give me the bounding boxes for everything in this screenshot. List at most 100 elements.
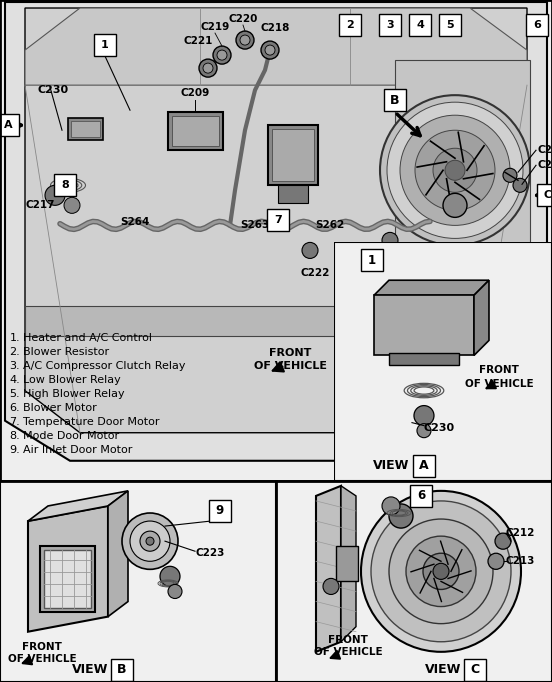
Text: 9.: 9. xyxy=(9,445,20,455)
Circle shape xyxy=(371,501,511,642)
Text: 1: 1 xyxy=(101,40,109,50)
Circle shape xyxy=(380,95,530,246)
Circle shape xyxy=(417,424,431,438)
Text: Blower Motor: Blower Motor xyxy=(23,402,97,413)
Text: OF VEHICLE: OF VEHICLE xyxy=(314,647,383,657)
Text: C212: C212 xyxy=(537,145,552,155)
Text: OF VEHICLE: OF VEHICLE xyxy=(8,654,76,664)
Bar xyxy=(409,14,431,36)
Text: C212: C212 xyxy=(506,528,535,538)
Bar xyxy=(410,485,432,507)
Circle shape xyxy=(240,35,250,45)
Text: FRONT: FRONT xyxy=(22,642,62,652)
Text: OF VEHICLE: OF VEHICLE xyxy=(465,379,533,389)
Text: B: B xyxy=(390,93,400,106)
Polygon shape xyxy=(28,506,108,632)
Circle shape xyxy=(389,519,493,623)
Text: VIEW: VIEW xyxy=(424,664,461,677)
Circle shape xyxy=(64,197,80,213)
Text: C222: C222 xyxy=(300,269,330,278)
Text: C235: C235 xyxy=(385,258,415,269)
Circle shape xyxy=(389,504,413,528)
Text: C230: C230 xyxy=(38,85,69,95)
Text: 1: 1 xyxy=(368,254,376,267)
Bar xyxy=(54,175,76,196)
Text: C230: C230 xyxy=(424,423,455,432)
Circle shape xyxy=(265,45,275,55)
Bar xyxy=(336,546,358,581)
Bar xyxy=(537,184,552,207)
Circle shape xyxy=(261,41,279,59)
Text: 8: 8 xyxy=(61,180,69,190)
Text: C213: C213 xyxy=(537,160,552,170)
Text: 5: 5 xyxy=(446,20,454,30)
Text: OF VEHICLE: OF VEHICLE xyxy=(253,361,326,370)
Circle shape xyxy=(445,160,465,180)
Circle shape xyxy=(382,233,398,248)
Text: B: B xyxy=(117,664,127,677)
Circle shape xyxy=(236,31,254,49)
Bar xyxy=(267,209,289,231)
Text: 9: 9 xyxy=(216,505,224,518)
Bar xyxy=(526,14,548,36)
Bar xyxy=(384,89,406,111)
Bar xyxy=(111,659,133,681)
Polygon shape xyxy=(25,8,527,432)
Bar xyxy=(413,455,435,477)
Text: FRONT: FRONT xyxy=(479,366,519,376)
Circle shape xyxy=(400,115,510,225)
Text: C221: C221 xyxy=(183,36,213,46)
Text: Blower Resistor: Blower Resistor xyxy=(23,346,109,357)
Text: S264: S264 xyxy=(120,218,150,227)
Circle shape xyxy=(140,531,160,551)
Polygon shape xyxy=(341,486,356,642)
Circle shape xyxy=(213,46,231,64)
Text: A: A xyxy=(419,459,429,472)
Bar xyxy=(40,546,95,612)
Text: Heater and A/C Control: Heater and A/C Control xyxy=(23,333,152,342)
Circle shape xyxy=(168,584,182,599)
Circle shape xyxy=(513,178,527,192)
Circle shape xyxy=(433,148,477,192)
Bar xyxy=(278,186,308,203)
Text: 8.: 8. xyxy=(9,431,20,441)
Bar xyxy=(94,34,116,56)
Circle shape xyxy=(323,578,339,595)
Bar xyxy=(268,125,318,186)
Circle shape xyxy=(302,242,318,258)
Circle shape xyxy=(146,537,154,545)
Text: C: C xyxy=(470,664,480,677)
Circle shape xyxy=(387,102,523,239)
Text: C209: C209 xyxy=(181,88,210,98)
Text: A: A xyxy=(4,120,12,130)
Text: A/C Compressor Clutch Relay: A/C Compressor Clutch Relay xyxy=(23,361,185,370)
Circle shape xyxy=(122,513,178,569)
Circle shape xyxy=(160,566,180,587)
Bar xyxy=(361,249,383,271)
Text: 6.: 6. xyxy=(9,402,20,413)
Polygon shape xyxy=(374,280,489,295)
Text: Temperature Door Motor: Temperature Door Motor xyxy=(23,417,160,427)
Circle shape xyxy=(45,186,65,205)
Text: 2.: 2. xyxy=(9,346,20,357)
Circle shape xyxy=(199,59,217,77)
Text: C223: C223 xyxy=(195,548,224,559)
Text: 1.: 1. xyxy=(9,333,20,342)
Circle shape xyxy=(423,553,459,589)
Text: 6: 6 xyxy=(533,20,541,30)
Text: C: C xyxy=(544,190,552,201)
Circle shape xyxy=(503,168,517,182)
Bar xyxy=(439,14,461,36)
Bar xyxy=(0,114,19,136)
Bar xyxy=(379,14,401,36)
Circle shape xyxy=(130,521,170,561)
Text: 3.: 3. xyxy=(9,361,20,370)
Text: C220: C220 xyxy=(229,14,258,24)
Bar xyxy=(272,129,314,181)
Text: S263: S263 xyxy=(240,220,269,231)
Circle shape xyxy=(361,491,521,652)
Text: 4.: 4. xyxy=(9,374,20,385)
Circle shape xyxy=(382,497,400,515)
Polygon shape xyxy=(5,2,547,461)
Text: S262: S262 xyxy=(315,220,344,231)
